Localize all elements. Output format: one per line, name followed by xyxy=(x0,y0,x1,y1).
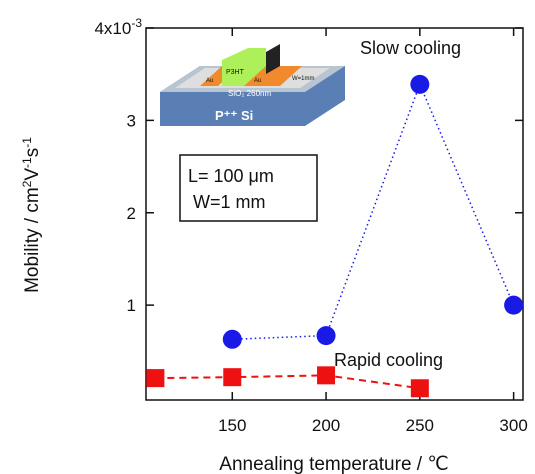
box-text: W=1 mm xyxy=(193,192,266,212)
y-tick-label: 3 xyxy=(127,111,136,130)
inset-device: Au P3HT Au W=1mm SiO₂ 260nm P⁺⁺ Si xyxy=(160,44,345,126)
x-tick-label: 300 xyxy=(499,416,527,435)
marker xyxy=(223,368,242,387)
y-tick-label: 4x10-3 xyxy=(94,16,142,38)
marker xyxy=(317,366,336,385)
box-text: L= 100 μm xyxy=(188,166,274,186)
label-part: s xyxy=(22,148,43,158)
marker xyxy=(410,74,430,94)
inset-label: SiO₂ 260nm xyxy=(228,89,271,98)
inset-label: Au xyxy=(254,78,261,84)
series-line xyxy=(155,374,420,390)
superscript: 2 xyxy=(20,180,34,187)
marker xyxy=(316,326,336,346)
channel-edge xyxy=(266,44,280,74)
series-line xyxy=(232,82,515,341)
electrode xyxy=(244,66,302,86)
tick-text: 4x10 xyxy=(94,19,131,38)
plot-frame xyxy=(145,27,524,401)
inset-label: P3HT xyxy=(226,69,245,76)
marker xyxy=(222,329,242,349)
inset-label: P⁺⁺ Si xyxy=(215,108,253,123)
y-axis-label: Mobility / cm2V-1s-1 xyxy=(20,137,43,293)
y-tick-label: 2 xyxy=(127,204,136,223)
inset-label: W=1mm xyxy=(292,76,315,82)
x-tick-label: 250 xyxy=(406,416,434,435)
rapid-label: Rapid cooling xyxy=(334,350,443,370)
x-axis-label: Annealing temperature / ℃ xyxy=(219,454,448,474)
superscript: -1 xyxy=(20,157,34,168)
marker xyxy=(504,295,524,315)
marker xyxy=(410,379,429,398)
label-part: Mobility / cm xyxy=(22,187,43,293)
tick-exponent: -3 xyxy=(131,16,142,30)
marker xyxy=(146,369,165,388)
x-tick-label: 200 xyxy=(312,416,340,435)
label-part: V xyxy=(22,168,43,181)
inset-label: Au xyxy=(206,78,213,84)
x-tick-label: 150 xyxy=(218,416,246,435)
superscript: -1 xyxy=(20,137,34,148)
y-tick-label: 1 xyxy=(127,296,136,315)
slow-label: Slow cooling xyxy=(360,38,461,58)
parameter-box xyxy=(179,154,318,222)
